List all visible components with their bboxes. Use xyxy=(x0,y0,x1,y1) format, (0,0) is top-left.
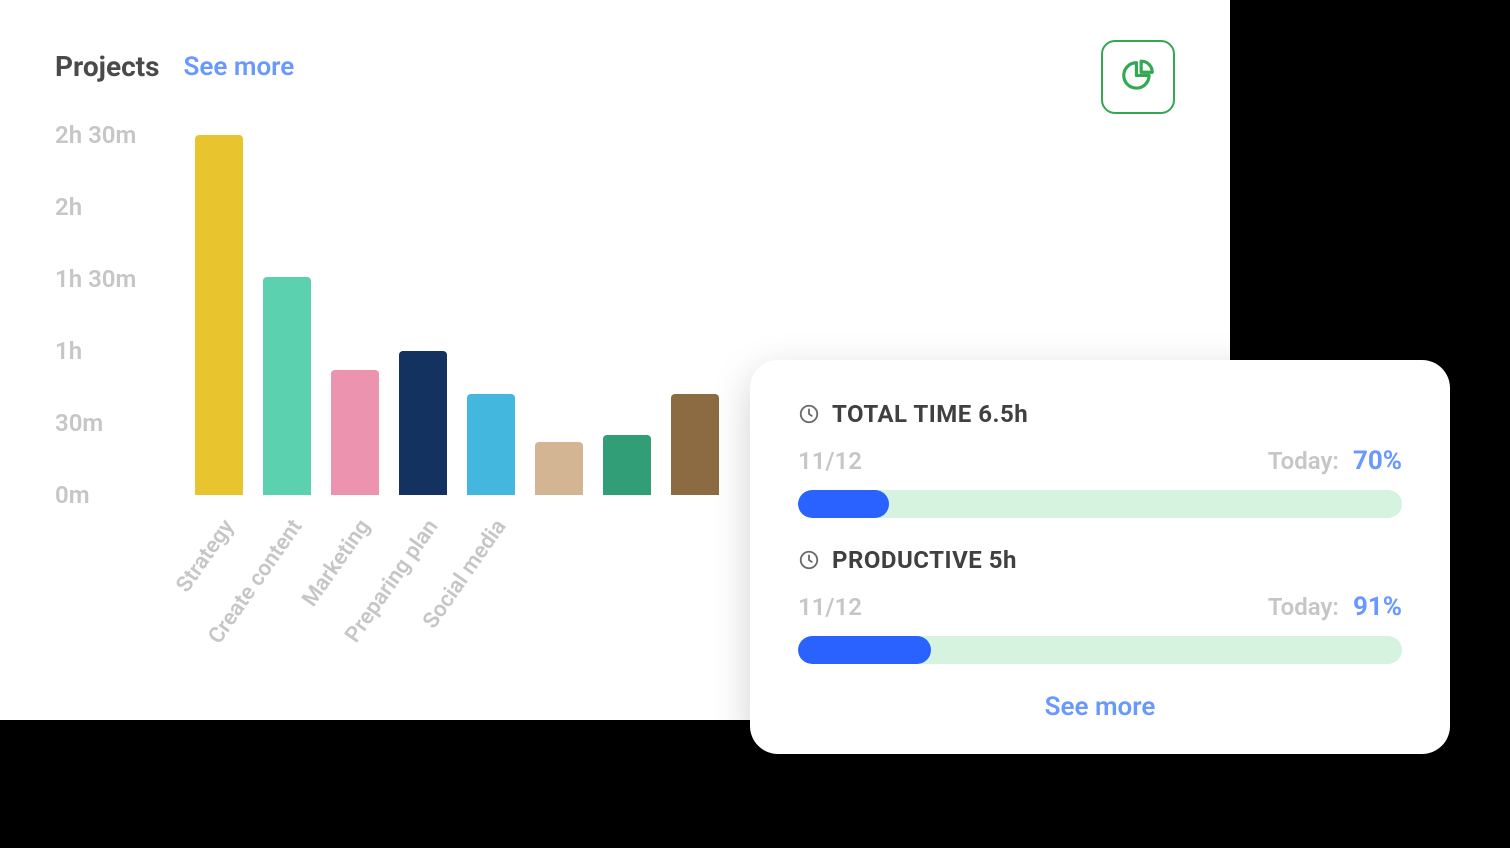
stat-date: 11/12 xyxy=(798,447,862,475)
chart-bar[interactable] xyxy=(195,135,243,495)
clock-icon xyxy=(798,549,820,571)
stat-title: PRODUCTIVE 5h xyxy=(832,546,1017,574)
stat-percent: 91% xyxy=(1353,592,1402,622)
chart-bar[interactable] xyxy=(467,394,515,495)
stat-header: PRODUCTIVE 5h xyxy=(798,546,1402,574)
projects-title: Projects xyxy=(55,50,160,83)
y-axis-tick: 0m xyxy=(55,481,155,509)
progress-bar xyxy=(798,490,1402,518)
y-axis-tick: 2h xyxy=(55,193,155,221)
chart-type-toggle-button[interactable] xyxy=(1101,40,1175,114)
stat-meta: 11/12 Today: 70% xyxy=(798,446,1402,476)
progress-fill xyxy=(798,490,889,518)
y-axis-tick: 1h xyxy=(55,337,155,365)
y-axis-tick: 30m xyxy=(55,409,155,437)
stats-see-more-link[interactable]: See more xyxy=(798,692,1402,722)
y-axis-tick: 2h 30m xyxy=(55,121,155,149)
chart-y-axis: 2h 30m2h1h 30m1h30m0m xyxy=(55,135,165,495)
stat-today-label: Today: xyxy=(1268,593,1339,621)
stat-block: TOTAL TIME 6.5h 11/12 Today: 70% xyxy=(798,400,1402,518)
chart-bar[interactable] xyxy=(603,435,651,495)
chart-bar[interactable] xyxy=(331,370,379,495)
pie-chart-icon xyxy=(1119,58,1157,96)
progress-fill xyxy=(798,636,931,664)
stat-title: TOTAL TIME 6.5h xyxy=(832,400,1028,428)
chart-bar[interactable] xyxy=(399,351,447,495)
stat-block: PRODUCTIVE 5h 11/12 Today: 91% xyxy=(798,546,1402,664)
projects-see-more-link[interactable]: See more xyxy=(184,52,295,82)
stat-header: TOTAL TIME 6.5h xyxy=(798,400,1402,428)
chart-bar[interactable] xyxy=(671,394,719,495)
chart-bar[interactable] xyxy=(535,442,583,495)
stat-date: 11/12 xyxy=(798,593,862,621)
stat-today-label: Today: xyxy=(1268,447,1339,475)
stat-meta: 11/12 Today: 91% xyxy=(798,592,1402,622)
y-axis-tick: 1h 30m xyxy=(55,265,155,293)
projects-header: Projects See more xyxy=(55,50,1175,83)
projects-bar-chart: 2h 30m2h1h 30m1h30m0m StrategyCreate con… xyxy=(55,135,735,515)
clock-icon xyxy=(798,403,820,425)
progress-bar xyxy=(798,636,1402,664)
stat-percent: 70% xyxy=(1353,446,1402,476)
chart-bar[interactable] xyxy=(263,277,311,495)
chart-bars xyxy=(195,135,755,495)
stats-card: TOTAL TIME 6.5h 11/12 Today: 70% PRODUCTIVE … xyxy=(750,360,1450,754)
